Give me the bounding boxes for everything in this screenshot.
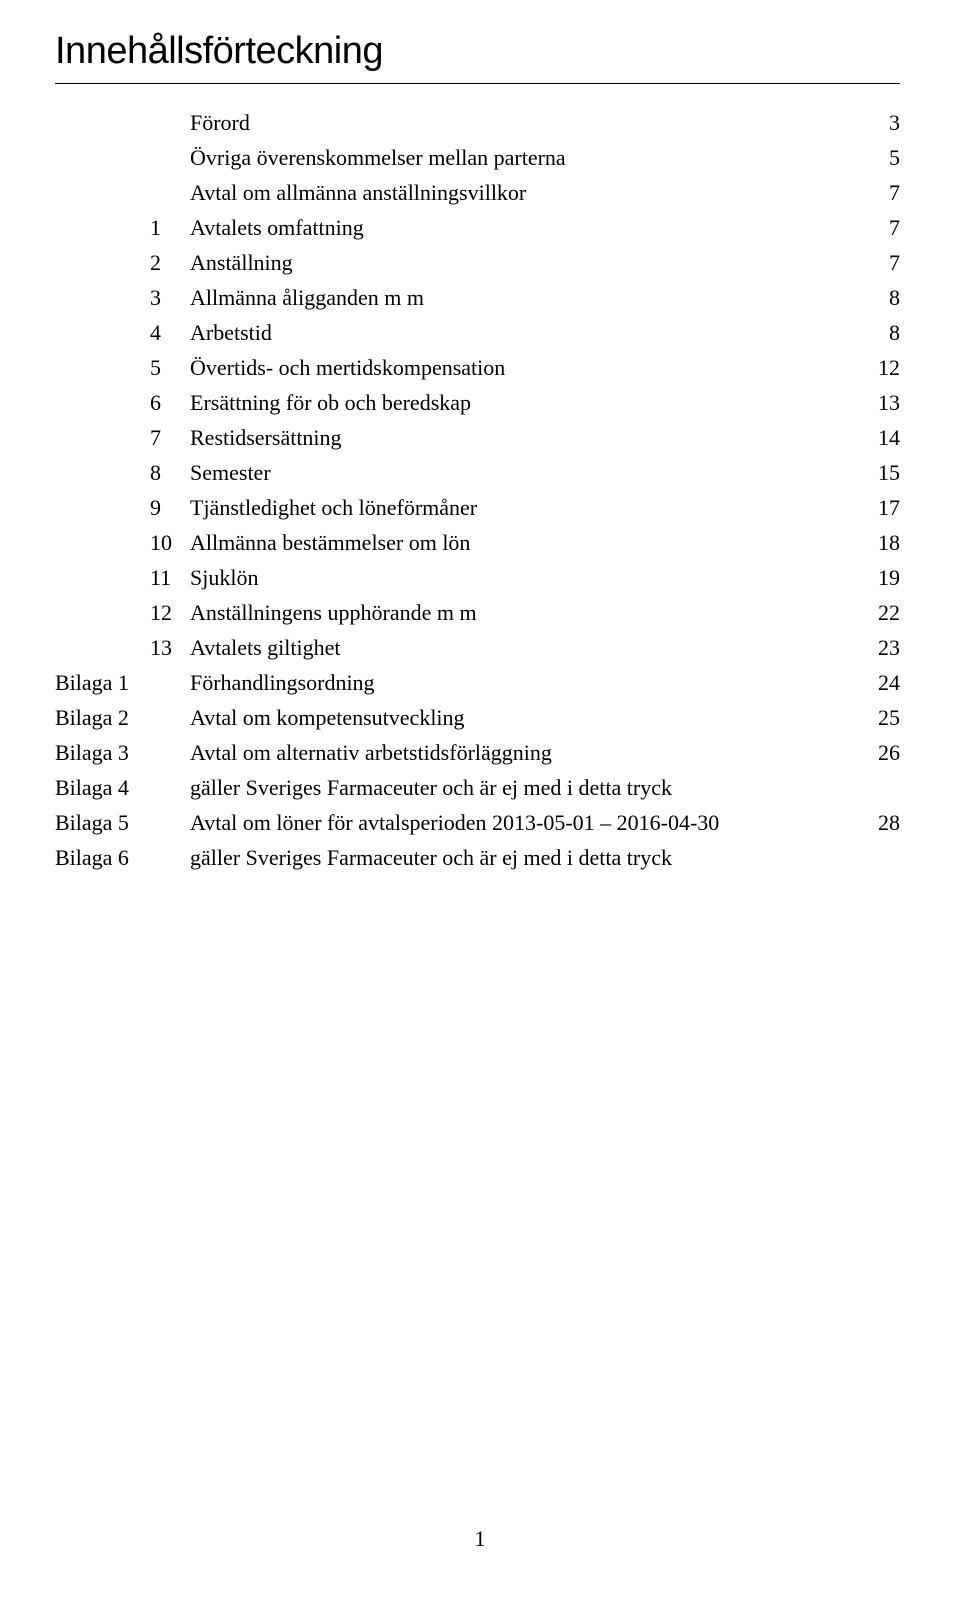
toc-page: 28	[850, 812, 900, 834]
toc-number: 9	[150, 497, 190, 519]
table-of-contents: Förord3Övriga överenskommelser mellan pa…	[55, 112, 900, 869]
toc-row: Bilaga 5 Avtal om löner för avtalsperiode…	[55, 812, 900, 834]
toc-label: Avtal om kompetensutveckling	[190, 707, 850, 729]
toc-row: 10Allmänna bestämmelser om lön18	[55, 532, 900, 554]
toc-label: Ersättning för ob och beredskap	[190, 392, 850, 414]
toc-prefix: Bilaga 1	[55, 672, 150, 694]
toc-label: Restidsersättning	[190, 427, 850, 449]
toc-number: 7	[150, 427, 190, 449]
toc-prefix: Bilaga 5	[55, 812, 150, 834]
toc-row: 7Restidsersättning14	[55, 427, 900, 449]
toc-prefix: Bilaga 6	[55, 847, 150, 869]
toc-page: 19	[850, 567, 900, 589]
toc-page: 17	[850, 497, 900, 519]
toc-row: 12Anställningens upphörande m m22	[55, 602, 900, 624]
page-number-footer: 1	[0, 1526, 960, 1552]
toc-label: Tjänstledighet och löneförmåner	[190, 497, 850, 519]
toc-label: Avtalets giltighet	[190, 637, 850, 659]
toc-row: Bilaga 6 gäller Sveriges Farmaceuter och …	[55, 847, 900, 869]
toc-row: 8Semester15	[55, 462, 900, 484]
toc-label: Sjuklön	[190, 567, 850, 589]
toc-number: 3	[150, 287, 190, 309]
toc-number: 10	[150, 532, 190, 554]
toc-row: 4Arbetstid8	[55, 322, 900, 344]
toc-number: 4	[150, 322, 190, 344]
toc-row: 5Övertids- och mertidskompensation12	[55, 357, 900, 379]
toc-page: 14	[850, 427, 900, 449]
toc-row: Bilaga 1 Förhandlingsordning24	[55, 672, 900, 694]
toc-row: 1Avtalets omfattning7	[55, 217, 900, 239]
toc-page: 7	[850, 182, 900, 204]
toc-row: Förord3	[55, 112, 900, 134]
toc-row: Avtal om allmänna anställningsvillkor7	[55, 182, 900, 204]
toc-number: 5	[150, 357, 190, 379]
toc-number: 2	[150, 252, 190, 274]
toc-row: 9Tjänstledighet och löneförmåner17	[55, 497, 900, 519]
toc-page: 22	[850, 602, 900, 624]
toc-number: 12	[150, 602, 190, 624]
toc-page: 18	[850, 532, 900, 554]
toc-label: Anställningens upphörande m m	[190, 602, 850, 624]
toc-label: Allmänna åligganden m m	[190, 287, 850, 309]
toc-label: Allmänna bestämmelser om lön	[190, 532, 850, 554]
toc-row: 11Sjuklön19	[55, 567, 900, 589]
toc-label: Avtal om alternativ arbetstidsförläggnin…	[190, 742, 850, 764]
toc-number: 11	[150, 567, 190, 589]
toc-label: Anställning	[190, 252, 850, 274]
toc-page: 15	[850, 462, 900, 484]
toc-page: 12	[850, 357, 900, 379]
toc-page: 7	[850, 217, 900, 239]
toc-page: 7	[850, 252, 900, 274]
toc-row: Bilaga 2 Avtal om kompetensutveckling25	[55, 707, 900, 729]
toc-row: 2Anställning7	[55, 252, 900, 274]
toc-number: 13	[150, 637, 190, 659]
toc-page: 13	[850, 392, 900, 414]
toc-row: Övriga överenskommelser mellan parterna5	[55, 147, 900, 169]
toc-label: Avtalets omfattning	[190, 217, 850, 239]
toc-page: 8	[850, 322, 900, 344]
toc-row: 3Allmänna åligganden m m8	[55, 287, 900, 309]
toc-page: 3	[850, 112, 900, 134]
toc-row: 6Ersättning för ob och beredskap13	[55, 392, 900, 414]
toc-number: 1	[150, 217, 190, 239]
toc-label: Avtal om löner för avtalsperioden 2013-0…	[190, 812, 850, 834]
toc-row: Bilaga 3 Avtal om alternativ arbetstidsfö…	[55, 742, 900, 764]
toc-label: Förhandlingsordning	[190, 672, 850, 694]
toc-page: 25	[850, 707, 900, 729]
toc-page: 8	[850, 287, 900, 309]
toc-row: Bilaga 4 gäller Sveriges Farmaceuter och …	[55, 777, 900, 799]
toc-page: 5	[850, 147, 900, 169]
toc-label: Förord	[190, 112, 850, 134]
toc-label: Övriga överenskommelser mellan parterna	[190, 147, 850, 169]
toc-page: 24	[850, 672, 900, 694]
toc-label: Avtal om allmänna anställningsvillkor	[190, 182, 850, 204]
toc-prefix: Bilaga 3	[55, 742, 150, 764]
toc-page: 23	[850, 637, 900, 659]
toc-row: 13Avtalets giltighet23	[55, 637, 900, 659]
toc-number: 6	[150, 392, 190, 414]
toc-prefix: Bilaga 4	[55, 777, 150, 799]
page-title: Innehållsförteckning	[55, 30, 900, 84]
toc-label: gäller Sveriges Farmaceuter och är ej me…	[190, 777, 850, 799]
toc-label: gäller Sveriges Farmaceuter och är ej me…	[190, 847, 850, 869]
toc-page: 26	[850, 742, 900, 764]
toc-label: Övertids- och mertidskompensation	[190, 357, 850, 379]
toc-label: Semester	[190, 462, 850, 484]
toc-label: Arbetstid	[190, 322, 850, 344]
toc-prefix: Bilaga 2	[55, 707, 150, 729]
toc-number: 8	[150, 462, 190, 484]
